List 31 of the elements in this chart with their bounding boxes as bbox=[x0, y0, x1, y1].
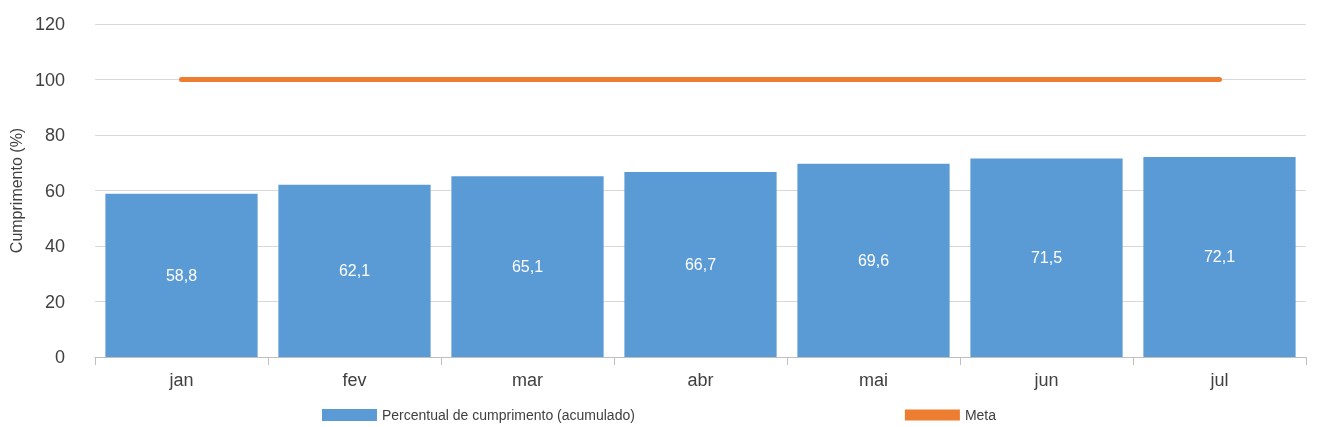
x-tick-label: abr bbox=[687, 370, 714, 390]
y-tick-label: 60 bbox=[44, 180, 65, 201]
bar bbox=[797, 163, 950, 357]
data-label: 72,1 bbox=[1203, 248, 1236, 266]
data-label: 58,8 bbox=[165, 266, 198, 284]
legend-label: Percentual de cumprimento (acumulado) bbox=[381, 407, 635, 423]
bar bbox=[624, 171, 777, 357]
x-tick-label: mar bbox=[512, 370, 543, 390]
y-tick-label: 0 bbox=[54, 347, 65, 367]
x-tick-label: jan bbox=[168, 370, 194, 390]
bar bbox=[451, 176, 604, 357]
y-axis-title: Cumprimento (%) bbox=[7, 127, 25, 254]
data-label: 65,1 bbox=[511, 258, 544, 276]
data-label: 71,5 bbox=[1030, 249, 1063, 267]
y-tick-label: 20 bbox=[44, 291, 65, 312]
bar bbox=[278, 184, 431, 357]
data-label: 69,6 bbox=[857, 251, 890, 269]
bar bbox=[105, 193, 258, 357]
x-tick-label: fev bbox=[342, 370, 367, 390]
y-tick-label: 120 bbox=[34, 14, 65, 34]
y-tick-label: 80 bbox=[44, 125, 65, 145]
bar bbox=[970, 158, 1123, 357]
x-tick-label: jul bbox=[1209, 370, 1229, 390]
y-tick-label: 40 bbox=[44, 236, 65, 256]
x-tick-label: mai bbox=[858, 370, 889, 390]
legend-label: Meta bbox=[964, 407, 997, 423]
y-tick-label: 100 bbox=[34, 69, 65, 90]
data-label: 66,7 bbox=[684, 255, 717, 273]
x-tick-label: jun bbox=[1033, 370, 1059, 390]
bar bbox=[1143, 156, 1296, 357]
data-label: 62,1 bbox=[338, 262, 371, 280]
